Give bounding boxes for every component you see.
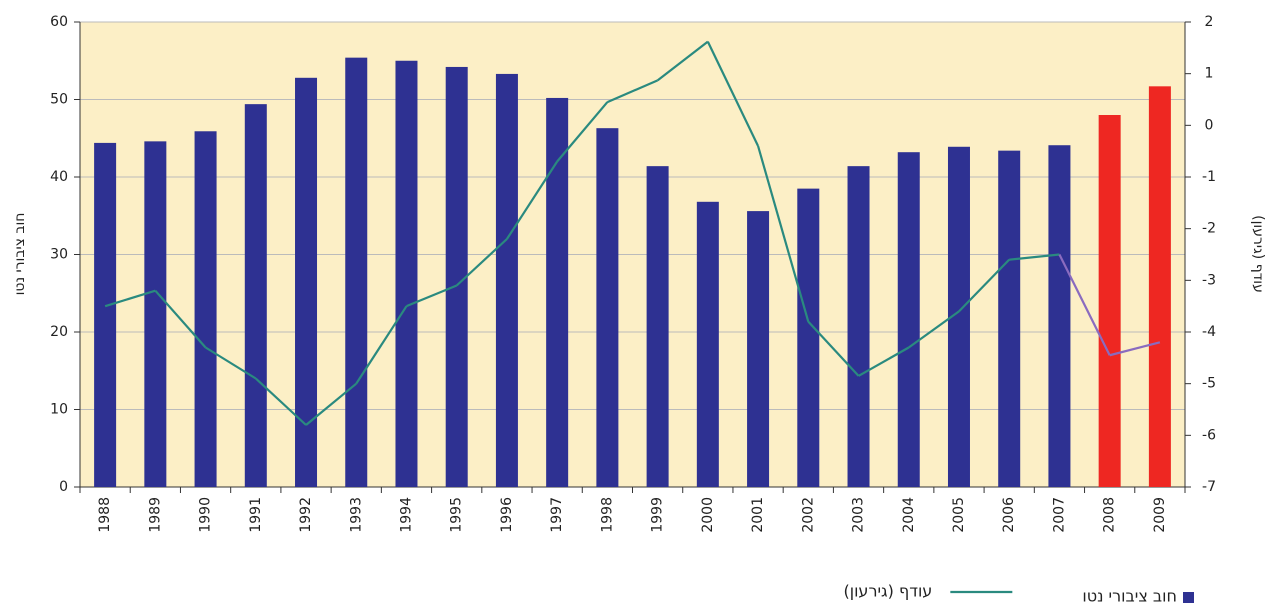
bar xyxy=(797,188,820,487)
bar xyxy=(1098,115,1121,487)
x-tick-label: 2001 xyxy=(750,497,766,533)
x-tick-label: 1990 xyxy=(198,497,214,533)
x-tick-label: 1994 xyxy=(398,497,414,533)
bar xyxy=(295,77,318,488)
line-segment xyxy=(1109,341,1161,357)
bar xyxy=(94,142,117,487)
line-segment xyxy=(255,377,307,426)
line-segment xyxy=(104,289,156,308)
line-segment xyxy=(305,382,357,426)
x-tick-label: 1993 xyxy=(348,497,364,533)
x-tick-label: 1992 xyxy=(298,497,314,533)
y2-tick-label: -5 xyxy=(1202,376,1216,392)
y2-axis-label: עודף (גירעון) xyxy=(1250,215,1266,293)
line-segment xyxy=(706,41,760,147)
line-segment xyxy=(355,305,408,385)
y2-tick-label: -7 xyxy=(1202,479,1216,495)
line-segment xyxy=(656,40,709,82)
bar xyxy=(646,166,669,487)
x-tick-label: 2003 xyxy=(851,497,867,533)
y2-tick-label: -1 xyxy=(1202,169,1216,185)
legend-label: עודף (גירעון) xyxy=(843,582,932,601)
bar xyxy=(596,128,619,488)
y2-tick-label: 2 xyxy=(1205,14,1214,30)
line-segment xyxy=(606,79,659,104)
y-tick-label: 10 xyxy=(50,402,68,418)
line-segment xyxy=(204,346,257,380)
bar xyxy=(747,211,770,487)
line-segment xyxy=(857,346,910,377)
x-tick-label: 1991 xyxy=(248,497,264,533)
line-segment xyxy=(958,258,1010,313)
line-segment xyxy=(556,101,609,163)
x-tick-label: 2000 xyxy=(700,497,716,533)
y2-tick-label: 1 xyxy=(1205,66,1214,82)
y2-tick-label: -6 xyxy=(1202,427,1216,443)
bar xyxy=(546,97,569,487)
bar xyxy=(244,104,267,488)
x-tick-label: 2008 xyxy=(1102,497,1118,533)
y-tick-label: 30 xyxy=(50,247,68,263)
line-segment xyxy=(1009,253,1060,261)
line-segment xyxy=(154,289,207,349)
bar xyxy=(947,146,970,487)
y2-tick-label: -4 xyxy=(1202,324,1216,340)
x-tick-label: 2004 xyxy=(901,497,917,533)
bar xyxy=(345,57,368,488)
x-tick-label: 2007 xyxy=(1051,497,1067,533)
line-segment xyxy=(807,320,860,377)
y-tick-label: 0 xyxy=(59,479,68,495)
bar xyxy=(897,152,920,487)
y-tick-label: 50 xyxy=(50,92,68,108)
bar xyxy=(1148,86,1171,487)
line-segment xyxy=(757,145,810,322)
x-tick-label: 1997 xyxy=(549,497,565,533)
bar xyxy=(445,66,468,487)
y-tick-label: 60 xyxy=(50,14,68,30)
x-tick-label: 1989 xyxy=(147,497,163,533)
y-axis-label: חוב ציבורי נטו xyxy=(12,213,28,296)
y2-tick-label: 0 xyxy=(1205,117,1214,133)
bar xyxy=(696,201,719,488)
bar xyxy=(1048,145,1071,487)
x-tick-label: 1996 xyxy=(499,497,515,533)
x-tick-label: 2002 xyxy=(800,497,816,533)
y-tick-label: 40 xyxy=(50,169,68,185)
legend-label: חוב ציבורי נטו xyxy=(1082,587,1177,606)
x-tick-label: 1998 xyxy=(599,497,615,533)
x-tick-label: 1988 xyxy=(97,497,113,533)
line-segment xyxy=(506,160,559,240)
y2-tick-label: -3 xyxy=(1202,272,1216,288)
bar xyxy=(998,150,1021,487)
bar xyxy=(194,131,217,487)
x-tick-label: 2009 xyxy=(1152,497,1168,533)
bar xyxy=(144,141,167,487)
line-segment xyxy=(1058,254,1111,356)
y2-tick-label: -2 xyxy=(1202,221,1216,237)
line-segment xyxy=(908,310,960,349)
x-tick-label: 1995 xyxy=(449,497,465,533)
x-tick-label: 1999 xyxy=(650,497,666,533)
bar xyxy=(847,166,870,487)
bar xyxy=(395,60,418,487)
y-tick-label: 20 xyxy=(50,324,68,340)
legend-swatch xyxy=(1183,592,1194,603)
x-tick-label: 2006 xyxy=(1001,497,1017,533)
x-tick-label: 2005 xyxy=(951,497,967,533)
line-segment xyxy=(406,284,458,308)
bar xyxy=(495,73,518,488)
line-segment xyxy=(455,238,508,287)
